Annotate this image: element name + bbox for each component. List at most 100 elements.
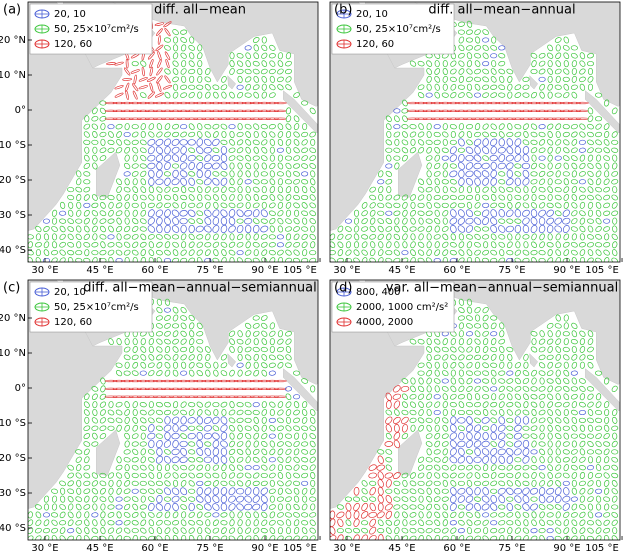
- variance-ellipse: [269, 75, 275, 83]
- variance-ellipse: [28, 249, 34, 256]
- variance-ellipse: [474, 472, 481, 479]
- variance-ellipse: [578, 480, 586, 487]
- variance-ellipse: [245, 146, 251, 154]
- variance-ellipse: [155, 154, 163, 162]
- lat-tick-label: 0°: [15, 105, 26, 116]
- variance-ellipse: [196, 218, 204, 224]
- variance-ellipse: [196, 504, 204, 510]
- variance-ellipse: [511, 117, 525, 120]
- variance-ellipse: [481, 503, 490, 511]
- variance-ellipse: [562, 76, 570, 82]
- lon-tick-label: 90 °E: [251, 265, 278, 276]
- variance-ellipse: [148, 439, 155, 449]
- variance-ellipse: [474, 146, 481, 155]
- variance-ellipse: [310, 241, 316, 249]
- variance-ellipse: [523, 131, 529, 138]
- variance-ellipse: [269, 519, 276, 526]
- variance-ellipse: [181, 241, 187, 249]
- variance-ellipse: [417, 464, 425, 471]
- variance-ellipse: [426, 495, 433, 503]
- variance-ellipse: [426, 233, 432, 241]
- variance-ellipse: [538, 76, 546, 82]
- variance-ellipse: [385, 163, 393, 169]
- variance-ellipse: [426, 193, 432, 202]
- variance-ellipse: [172, 187, 180, 193]
- variance-ellipse: [474, 432, 481, 441]
- variance-ellipse: [310, 479, 316, 487]
- variance-ellipse: [571, 527, 578, 535]
- variance-ellipse: [538, 346, 546, 353]
- variance-ellipse: [245, 224, 252, 234]
- variance-ellipse: [83, 409, 90, 416]
- variance-ellipse: [196, 202, 204, 209]
- variance-ellipse: [309, 178, 316, 186]
- variance-ellipse: [163, 487, 171, 496]
- variance-ellipse: [277, 131, 284, 138]
- variance-ellipse: [140, 123, 146, 131]
- variance-ellipse: [378, 170, 384, 178]
- variance-ellipse: [595, 92, 603, 98]
- variance-ellipse: [393, 124, 401, 130]
- variance-ellipse: [587, 147, 594, 154]
- variance-ellipse: [99, 409, 106, 416]
- variance-ellipse: [252, 346, 260, 353]
- variance-ellipse: [155, 433, 163, 439]
- variance-ellipse: [261, 456, 268, 464]
- variance-ellipse: [498, 218, 506, 224]
- variance-ellipse: [442, 162, 448, 170]
- variance-ellipse: [309, 233, 316, 240]
- variance-ellipse: [293, 186, 300, 194]
- variance-ellipse: [479, 117, 492, 120]
- variance-ellipse: [156, 217, 163, 226]
- variance-ellipse: [116, 193, 122, 202]
- variance-ellipse: [578, 76, 586, 83]
- variance-ellipse: [140, 338, 146, 346]
- variance-ellipse: [124, 416, 130, 424]
- variance-ellipse: [507, 193, 513, 202]
- variance-ellipse: [538, 362, 546, 369]
- variance-ellipse: [385, 170, 392, 177]
- variance-ellipse: [236, 409, 244, 416]
- variance-ellipse: [277, 487, 284, 495]
- variance-ellipse: [277, 68, 284, 75]
- variance-ellipse: [546, 217, 555, 225]
- variance-ellipse: [450, 83, 457, 91]
- variance-ellipse: [220, 177, 228, 186]
- variance-ellipse: [491, 36, 497, 44]
- variance-ellipse: [309, 496, 317, 502]
- variance-ellipse: [310, 385, 316, 393]
- variance-ellipse: [482, 68, 489, 75]
- variance-ellipse: [595, 417, 603, 423]
- variance-ellipse: [547, 409, 554, 416]
- variance-ellipse: [587, 139, 594, 146]
- variance-ellipse: [236, 441, 244, 447]
- variance-ellipse: [171, 432, 180, 440]
- variance-ellipse: [131, 520, 139, 526]
- variance-ellipse: [490, 233, 497, 241]
- variance-ellipse: [578, 139, 586, 145]
- variance-ellipse: [603, 249, 610, 256]
- variance-ellipse: [277, 448, 284, 456]
- variance-ellipse: [474, 535, 481, 540]
- variance-ellipse: [237, 511, 243, 519]
- lat-tick-label: 10 °S: [0, 140, 26, 151]
- variance-ellipse: [514, 464, 522, 471]
- variance-ellipse: [514, 146, 522, 155]
- variance-ellipse: [84, 393, 90, 401]
- variance-ellipse: [179, 425, 188, 432]
- variance-ellipse: [587, 401, 594, 408]
- variance-ellipse: [309, 409, 316, 416]
- variance-ellipse: [402, 233, 408, 241]
- variance-ellipse: [34, 504, 42, 510]
- variance-ellipse: [578, 147, 586, 153]
- variance-ellipse: [521, 162, 531, 170]
- variance-ellipse: [260, 241, 268, 248]
- variance-ellipse: [369, 487, 376, 496]
- variance-ellipse: [353, 249, 360, 256]
- variance-ellipse: [293, 139, 300, 146]
- variance-ellipse: [450, 60, 457, 67]
- variance-ellipse: [220, 139, 228, 145]
- variance-ellipse: [252, 242, 260, 248]
- variance-ellipse: [393, 147, 401, 153]
- variance-ellipse: [59, 480, 66, 487]
